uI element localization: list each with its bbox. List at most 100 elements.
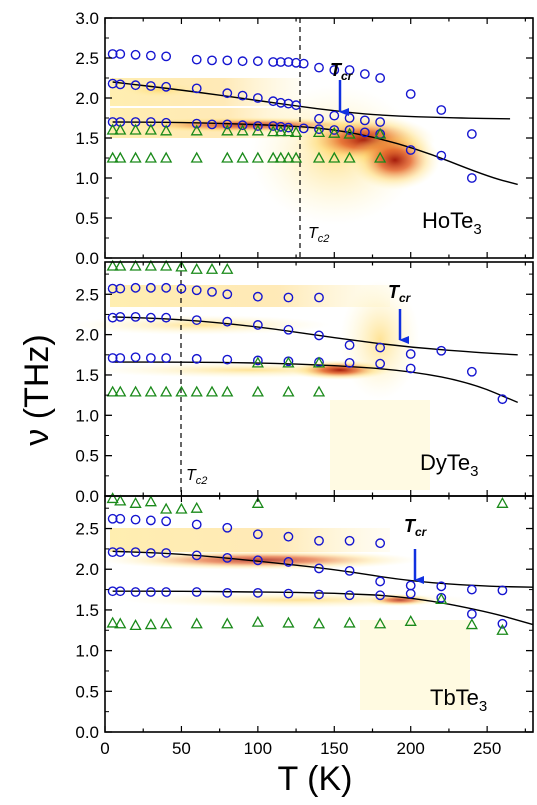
data-point-circle <box>130 547 141 558</box>
data-point-circle <box>466 584 477 595</box>
data-point-triangle <box>144 385 157 397</box>
x-tick-label: 150 <box>320 739 348 758</box>
data-point-triangle <box>312 151 326 163</box>
data-point-triangle <box>175 260 188 272</box>
data-point-circle <box>359 127 370 138</box>
data-point-circle <box>145 81 156 91</box>
data-point-circle <box>344 535 355 546</box>
y-tick-label: 1.0 <box>75 169 99 188</box>
data-point-circle <box>497 618 508 629</box>
data-point-circle <box>405 145 416 155</box>
tcr-label: Tcr <box>388 282 412 305</box>
sample-label: HoTe3 <box>422 208 482 238</box>
data-point-circle <box>222 552 233 563</box>
data-point-circle <box>298 58 309 69</box>
data-point-circle <box>237 56 248 67</box>
data-point-triangle <box>114 259 127 271</box>
data-point-circle <box>344 65 355 75</box>
data-point-circle <box>161 548 172 558</box>
data-point-circle <box>191 587 202 597</box>
data-point-circle <box>107 78 118 89</box>
data-point-triangle <box>282 151 295 163</box>
data-point-circle <box>130 587 141 597</box>
data-point-circle <box>283 122 294 133</box>
data-point-circle <box>145 282 156 293</box>
data-point-circle <box>222 316 233 327</box>
y-tick-label: 2.5 <box>75 285 99 304</box>
data-point-circle <box>252 121 263 131</box>
data-point-triangle <box>221 151 234 163</box>
data-point-circle <box>375 590 386 601</box>
data-point-triangle <box>129 619 142 631</box>
data-point-triangle <box>221 385 234 397</box>
data-point-circle <box>191 353 202 364</box>
data-point-circle <box>191 519 202 530</box>
data-point-circle <box>375 117 386 127</box>
data-point-circle <box>375 576 386 587</box>
data-point-circle <box>405 89 416 99</box>
data-point-triangle <box>435 593 448 605</box>
data-point-triangle <box>328 151 341 163</box>
x-tick-label: 250 <box>473 739 501 758</box>
y-tick-label: 1.5 <box>75 366 99 385</box>
panel-dyte3: Tc2 Tcr DyTe3 0.0 0.5 1.0 1.5 2.0 2.5 <box>70 259 534 506</box>
data-point-circle <box>222 119 233 130</box>
data-point-circle <box>207 286 217 297</box>
data-point-circle <box>283 324 294 335</box>
y-tick-label: 0.5 <box>75 447 99 466</box>
data-point-circle <box>222 587 233 598</box>
data-point-circle <box>161 587 172 597</box>
data-point-circle <box>314 292 324 303</box>
data-point-circle <box>436 105 447 115</box>
data-point-circle <box>466 609 477 619</box>
data-point-circle <box>497 585 508 596</box>
data-point-circle <box>291 57 301 68</box>
x-tick-label: 100 <box>244 739 272 758</box>
y-tick-label: 1.5 <box>75 601 99 620</box>
data-point-triangle <box>267 125 280 137</box>
data-point-triangle <box>289 151 303 163</box>
data-point-triangle <box>160 259 173 271</box>
data-point-circle <box>291 100 301 111</box>
data-point-circle <box>314 330 324 341</box>
data-point-circle <box>145 50 156 61</box>
data-point-circle <box>107 547 118 558</box>
data-point-circle <box>283 588 294 599</box>
data-point-circle <box>275 97 286 108</box>
data-point-circle <box>115 513 126 524</box>
data-point-circle <box>115 311 126 322</box>
data-point-triangle <box>114 123 127 135</box>
data-point-circle <box>314 535 324 546</box>
data-point-circle <box>375 73 386 83</box>
data-point-circle <box>191 118 202 129</box>
data-point-circle <box>283 557 294 567</box>
data-point-triangle <box>282 616 295 628</box>
plot-frame <box>104 495 534 733</box>
data-point-triangle <box>404 614 417 626</box>
data-point-circle <box>405 349 416 359</box>
data-point-triangle <box>221 617 234 629</box>
data-point-triangle <box>129 123 142 135</box>
data-point-triangle <box>106 385 119 397</box>
data-point-circle <box>283 531 294 542</box>
data-point-triangle <box>289 126 303 138</box>
data-point-circle <box>145 353 156 363</box>
data-point-circle <box>107 513 118 524</box>
intensity-map <box>110 78 440 225</box>
data-point-triangle <box>129 496 142 508</box>
data-point-triangle <box>190 262 203 274</box>
data-point-triangle <box>106 123 119 135</box>
data-point-triangle <box>114 617 127 629</box>
data-point-triangle <box>114 385 127 397</box>
data-point-triangle <box>251 385 264 397</box>
data-point-circle <box>161 516 172 527</box>
data-point-circle <box>268 121 279 131</box>
data-point-circle <box>130 352 141 363</box>
data-point-triangle <box>114 151 127 163</box>
data-point-circle <box>115 586 126 597</box>
data-point-triangle <box>114 494 127 506</box>
data-point-circle <box>466 129 477 139</box>
y-tick-label: 2.0 <box>75 326 99 345</box>
data-point-triangle <box>160 385 173 397</box>
data-point-triangle <box>282 356 295 368</box>
